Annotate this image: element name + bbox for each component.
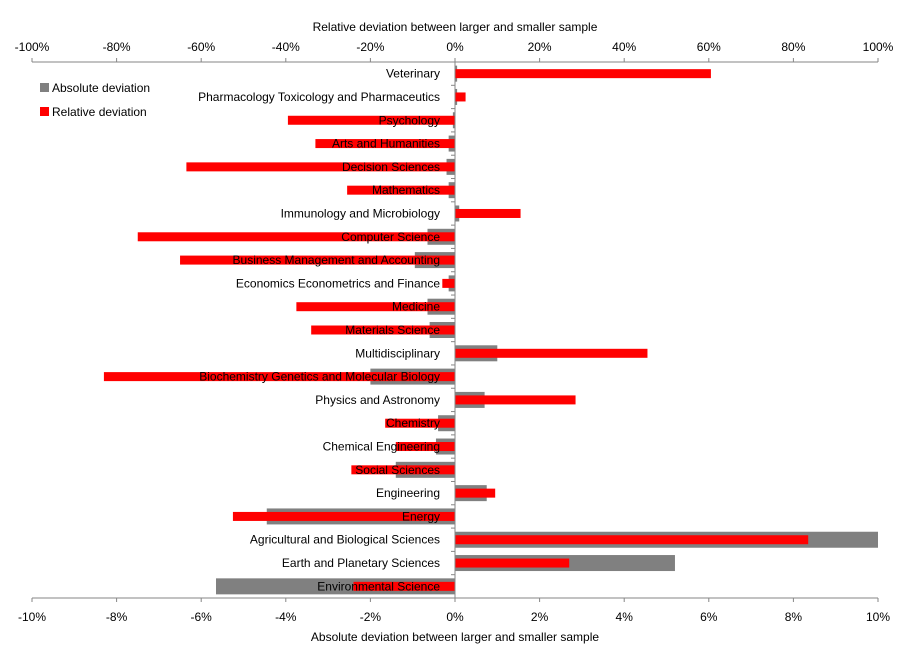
bottom-axis-title: Absolute deviation between larger and sm… <box>311 630 599 644</box>
category-label-chemical-engineering: Chemical Engineering <box>323 440 440 454</box>
top-tick-label: -100% <box>15 40 50 54</box>
category-label-biochemistry-genetics-and-molecular-biology: Biochemistry Genetics and Molecular Biol… <box>199 370 440 384</box>
top-tick-label: 80% <box>781 40 805 54</box>
category-label-engineering: Engineering <box>376 486 440 500</box>
rel-bar-business-management-and-accounting <box>180 255 456 265</box>
rel-bar-pharmacology-toxicology-and-pharmaceutics <box>455 92 466 102</box>
rel-bar-agricultural-and-biological-sciences <box>455 535 809 545</box>
category-labels: Veterinary Pharmacology Toxicology and Ph… <box>198 67 440 594</box>
bottom-tick-label: 0% <box>446 610 464 624</box>
rel-bar-economics-econometrics-and-finance <box>442 278 455 288</box>
category-label-economics-econometrics-and-finance: Economics Econometrics and Finance <box>236 276 440 290</box>
rel-bar-medicine <box>296 302 455 312</box>
category-label-immunology-and-microbiology: Immunology and Microbiology <box>281 206 440 220</box>
category-label-medicine: Medicine <box>392 300 440 314</box>
category-label-psychology: Psychology <box>379 113 440 127</box>
legend: Absolute deviation Relative deviation <box>40 81 150 119</box>
category-label-physics-and-astronomy: Physics and Astronomy <box>315 393 440 407</box>
category-label-arts-and-humanities: Arts and Humanities <box>332 137 440 151</box>
legend-label-relative-deviation: Relative deviation <box>52 105 147 119</box>
category-label-social-sciences: Social Sciences <box>355 463 440 477</box>
rel-bar-materials-science <box>311 325 455 335</box>
top-tick-label: 100% <box>863 40 894 54</box>
category-label-chemistry: Chemistry <box>386 416 440 430</box>
bottom-tick-label: 10% <box>866 610 890 624</box>
rel-bar-social-sciences <box>351 465 455 475</box>
rel-bar-mathematics <box>347 185 455 195</box>
rel-bar-earth-and-planetary-sciences <box>455 558 570 568</box>
bottom-tick-label: -6% <box>191 610 213 624</box>
rel-bar-energy <box>232 511 455 521</box>
category-label-business-management-and-accounting: Business Management and Accounting <box>233 253 440 267</box>
category-label-computer-science: Computer Science <box>341 230 440 244</box>
bottom-tick-label: 4% <box>616 610 634 624</box>
bottom-tick-label: -4% <box>275 610 297 624</box>
bottom-tick-label: -8% <box>106 610 128 624</box>
legend-swatch-absolute-deviation <box>40 83 49 92</box>
rel-bar-psychology <box>287 115 455 125</box>
top-tick-label: -60% <box>187 40 215 54</box>
rel-bar-biochemistry-genetics-and-molecular-biology <box>103 372 455 382</box>
rel-bar-veterinary <box>455 69 711 79</box>
top-tick-label: 60% <box>697 40 721 54</box>
category-label-agricultural-and-biological-sciences: Agricultural and Biological Sciences <box>250 533 440 547</box>
category-label-pharmacology-toxicology-and-pharmaceutics: Pharmacology Toxicology and Pharmaceutic… <box>198 90 440 104</box>
category-label-multidisciplinary: Multidisciplinary <box>355 346 440 360</box>
category-label-earth-and-planetary-sciences: Earth and Planetary Sciences <box>282 556 440 570</box>
top-tick-label: -80% <box>103 40 131 54</box>
bottom-tick-label: 6% <box>700 610 718 624</box>
rel-bar-arts-and-humanities <box>315 139 455 149</box>
category-label-environmental-science: Environmental Science <box>317 579 440 593</box>
category-label-decision-sciences: Decision Sciences <box>342 160 440 174</box>
rel-bar-chemical-engineering <box>395 442 455 452</box>
relative-deviation-bars <box>103 69 809 591</box>
rel-bar-immunology-and-microbiology <box>455 208 521 218</box>
bottom-tick-label: 8% <box>785 610 803 624</box>
legend-label-absolute-deviation: Absolute deviation <box>52 81 150 95</box>
rel-bar-computer-science <box>137 232 455 242</box>
category-label-materials-science: Materials Science <box>345 323 440 337</box>
legend-swatch-relative-deviation <box>40 107 49 116</box>
top-axis-title: Relative deviation between larger and sm… <box>313 20 598 34</box>
rel-bar-chemistry <box>385 418 455 428</box>
bottom-tick-label: 2% <box>531 610 549 624</box>
axes: -100% -80% -60% -40% -20% 0% 20% 40% 60% 80% 100% -… <box>15 40 894 624</box>
top-tick-label: 40% <box>612 40 636 54</box>
rel-bar-physics-and-astronomy <box>455 395 576 405</box>
top-tick-label: -20% <box>356 40 384 54</box>
category-label-mathematics: Mathematics <box>372 183 440 197</box>
top-tick-label: 20% <box>528 40 552 54</box>
bottom-tick-label: -2% <box>360 610 382 624</box>
rel-bar-engineering <box>455 488 496 498</box>
top-tick-label: -40% <box>272 40 300 54</box>
rel-bar-environmental-science <box>353 581 455 591</box>
category-label-veterinary: Veterinary <box>386 67 440 81</box>
rel-bar-multidisciplinary <box>455 348 648 358</box>
bottom-tick-label: -10% <box>18 610 46 624</box>
top-tick-label: 0% <box>446 40 464 54</box>
rel-bar-decision-sciences <box>186 162 455 172</box>
category-label-energy: Energy <box>402 509 440 523</box>
